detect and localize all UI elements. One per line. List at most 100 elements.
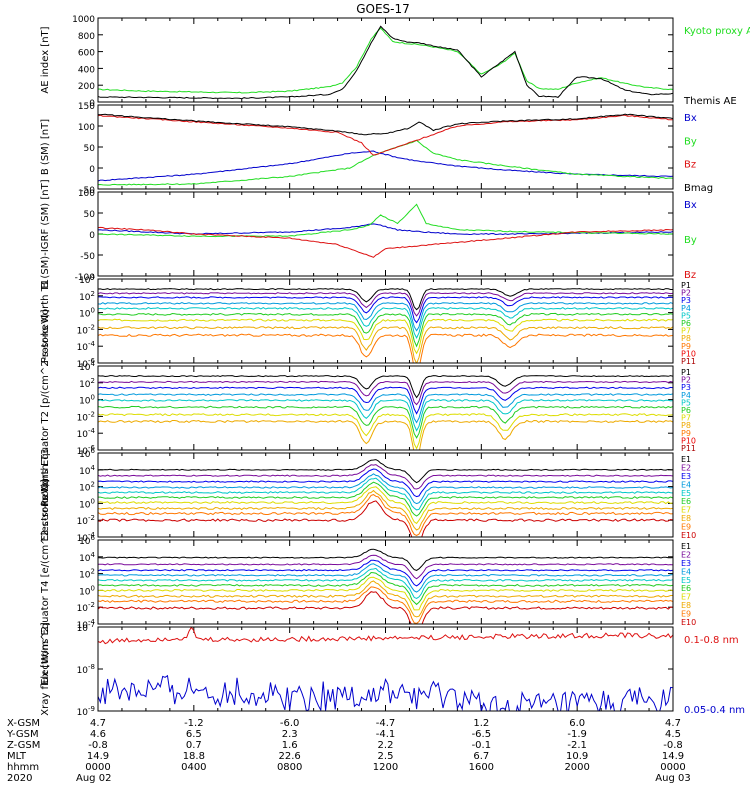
y-tick-label: 50 (84, 144, 96, 154)
y-tick-label: 100 (78, 123, 95, 133)
y-axis-label: Electrons Equator T4 [e/(cm^2-s-sr-keV)] (40, 479, 51, 685)
y-tick-label: 1000 (72, 15, 95, 25)
y-axis-label: Protons North T1 (40, 279, 51, 363)
ephemeris-value: -6.0 (280, 718, 300, 729)
channel-line-E10 (98, 500, 673, 537)
legend-entry: P3 (681, 383, 691, 392)
legend-entry: P4 (681, 304, 691, 313)
y-tick-label: 10-4 (77, 340, 96, 353)
legend-entry: P7 (681, 327, 691, 336)
series-line-3 (98, 226, 673, 258)
legend-entry: Bz (684, 270, 696, 281)
ephemeris-value: 22.6 (279, 751, 301, 762)
legend-entry: By (684, 136, 697, 147)
y-tick-label: 200 (78, 82, 95, 92)
channel-line-E8 (98, 580, 673, 618)
legend-entry: E1 (681, 455, 691, 464)
legend-entry: P4 (681, 391, 691, 400)
date-start: Aug 02 (76, 773, 111, 784)
y-tick-label: 100 (79, 584, 95, 597)
channel-line-E8 (98, 489, 673, 531)
y-tick-label: 104 (79, 464, 95, 477)
legend-entry: P10 (681, 349, 696, 358)
ephemeris-value: 4.7 (665, 718, 681, 729)
channel-line-E10 (98, 591, 673, 624)
y-tick-label: 0 (89, 99, 95, 109)
series-line-3 (98, 114, 673, 156)
channel-line-E4 (98, 563, 673, 593)
channel-line-P6 (98, 405, 673, 439)
channel-line-E1 (98, 459, 673, 484)
ephemeris-value: -6.5 (472, 729, 492, 740)
series-line-1 (98, 627, 673, 645)
y-tick-label: 10-2 (77, 514, 95, 527)
legend-entry: E5 (681, 576, 691, 585)
legend-entry: P6 (681, 319, 691, 328)
y-tick-label: 400 (78, 65, 95, 75)
ephemeris-value: 0.7 (186, 740, 202, 751)
y-tick-label: 10-9 (77, 705, 95, 718)
legend-entry: E4 (681, 567, 691, 576)
channel-line-P6 (98, 312, 673, 348)
ephemeris-value: 1.2 (473, 718, 489, 729)
y-tick-label: 10-6 (77, 444, 96, 457)
channel-line-E3 (98, 468, 673, 498)
ephemeris-value: -2.1 (567, 740, 587, 751)
ephemeris-value: 0400 (181, 762, 206, 773)
ephemeris-value: 2.5 (378, 751, 394, 762)
ephemeris-value: 6.5 (186, 729, 202, 740)
y-axis-label: B (SM)-IGRF (SM) [nT] (40, 179, 51, 288)
legend-entry: E9 (681, 523, 691, 532)
legend-entry: P8 (681, 334, 691, 343)
channel-line-P3 (98, 296, 673, 324)
legend-entry: P11 (681, 444, 696, 453)
channel-line-E6 (98, 481, 673, 517)
series-group (98, 203, 673, 258)
channel-line-P8 (98, 326, 673, 363)
ephemeris-value: 14.9 (87, 751, 109, 762)
figure-title: GOES-17 (356, 2, 410, 16)
legend-entry: P11 (681, 357, 696, 366)
ephemeris-value: 1200 (373, 762, 398, 773)
legend-entry: P8 (681, 421, 691, 430)
legend-entry: E10 (681, 531, 696, 540)
y-tick-label: 800 (78, 32, 95, 42)
ephemeris-value: 1600 (469, 762, 494, 773)
legend-entry: Kyoto proxy AE (684, 26, 750, 37)
series-line-1 (98, 27, 673, 94)
channel-line-P2 (98, 292, 673, 317)
legend-entry: P9 (681, 342, 691, 351)
y-tick-label: -50 (80, 252, 95, 262)
y-tick-label: -50 (80, 186, 95, 196)
ephemeris-value: 6.0 (569, 718, 585, 729)
series-line-4 (98, 113, 673, 136)
y-tick-label: 10-4 (77, 618, 96, 631)
legend-entry: E7 (681, 506, 691, 515)
y-tick-label: 102 (79, 481, 95, 494)
legend-entry: Bx (684, 200, 697, 211)
chart-panel-2: -50 0 50 100 150 B (SM) [nT] Bx By Bz Bmag (40, 102, 713, 196)
y-axis-label: Electrons North T3 (40, 448, 51, 541)
ephemeris-value: -0.8 (88, 740, 108, 751)
panel-frame (97, 365, 674, 451)
panel-frame (97, 452, 674, 538)
y-tick-label: 10-4 (77, 427, 96, 440)
channel-line-P4 (98, 302, 673, 332)
ephemeris-value: 2.2 (378, 740, 394, 751)
legend-entry: By (684, 235, 697, 246)
ephemeris-value: -4.7 (376, 718, 396, 729)
y-tick-label: 10-4 (77, 531, 96, 544)
y-tick-label: 150 (78, 102, 95, 112)
channel-line-E3 (98, 559, 673, 587)
legend-entry: Bmag (684, 183, 713, 194)
y-tick-label: 100 (78, 189, 95, 199)
y-tick-label: 104 (79, 273, 95, 286)
legend-entry: Bx (684, 113, 697, 124)
ephemeris-value: 18.8 (183, 751, 205, 762)
y-tick-label: 100 (79, 497, 95, 510)
y-tick-label: 0 (89, 231, 95, 241)
legend-entry: P5 (681, 311, 691, 320)
ephemeris-label: X-GSM (7, 718, 40, 729)
legend-entry: E1 (681, 542, 691, 551)
